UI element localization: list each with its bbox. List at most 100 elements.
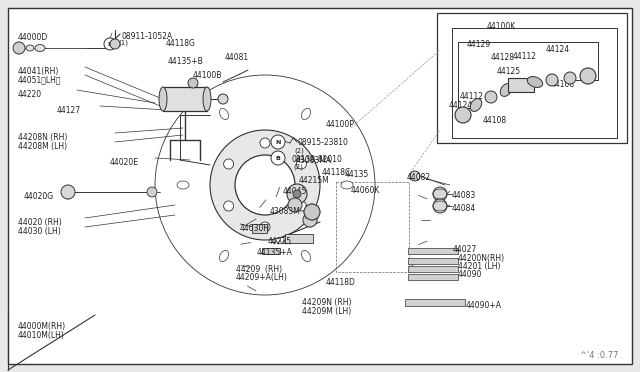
- Text: 44128: 44128: [491, 53, 515, 62]
- Ellipse shape: [500, 84, 512, 96]
- Circle shape: [433, 187, 447, 201]
- Text: 44118D: 44118D: [326, 278, 356, 287]
- Text: 44027: 44027: [453, 245, 477, 254]
- Ellipse shape: [220, 250, 228, 262]
- Bar: [408, 266, 458, 272]
- Text: 08911-1052A: 08911-1052A: [121, 32, 172, 41]
- Circle shape: [485, 91, 497, 103]
- Text: ^'4 :0.77: ^'4 :0.77: [580, 351, 618, 360]
- Circle shape: [140, 60, 390, 310]
- Circle shape: [580, 68, 596, 84]
- Bar: [408, 258, 458, 264]
- Circle shape: [296, 159, 307, 169]
- Circle shape: [260, 138, 270, 148]
- Text: B: B: [276, 155, 280, 160]
- Text: (2): (2): [294, 148, 304, 154]
- Circle shape: [210, 130, 320, 240]
- Text: 44135+A: 44135+A: [257, 248, 293, 257]
- Circle shape: [188, 78, 198, 88]
- Text: 44000M(RH): 44000M(RH): [18, 322, 66, 331]
- Ellipse shape: [159, 87, 167, 111]
- Circle shape: [110, 39, 120, 49]
- Bar: [452, 28, 617, 138]
- Circle shape: [455, 107, 471, 123]
- Circle shape: [296, 201, 307, 211]
- Bar: [508, 78, 534, 92]
- Circle shape: [218, 94, 228, 104]
- Circle shape: [271, 151, 285, 165]
- Ellipse shape: [470, 99, 482, 111]
- Text: 44135+B: 44135+B: [168, 57, 204, 66]
- Text: 44215M: 44215M: [299, 176, 330, 185]
- Circle shape: [546, 74, 558, 86]
- Text: 44081: 44081: [225, 53, 249, 62]
- Circle shape: [433, 199, 447, 213]
- Text: 44125: 44125: [497, 67, 521, 76]
- Text: 44060K: 44060K: [351, 186, 380, 195]
- Bar: [408, 274, 458, 280]
- Circle shape: [147, 187, 157, 197]
- Bar: [405, 299, 465, 306]
- Bar: [437, 13, 627, 143]
- Text: 44100B: 44100B: [193, 71, 222, 80]
- Circle shape: [260, 222, 270, 232]
- Text: 44108: 44108: [483, 116, 507, 125]
- Ellipse shape: [35, 45, 45, 51]
- Text: 44020G: 44020G: [24, 192, 54, 201]
- Text: 44220: 44220: [18, 90, 42, 99]
- Text: 44084: 44084: [452, 204, 476, 213]
- Text: 44082: 44082: [407, 173, 431, 182]
- Circle shape: [235, 155, 295, 215]
- Circle shape: [303, 213, 317, 227]
- Text: 44209N (RH): 44209N (RH): [302, 298, 351, 307]
- Ellipse shape: [220, 108, 228, 119]
- Circle shape: [304, 204, 320, 220]
- Circle shape: [61, 185, 75, 199]
- Text: 44020E: 44020E: [110, 158, 139, 167]
- Text: 44208N (RH): 44208N (RH): [18, 133, 67, 142]
- Circle shape: [287, 184, 307, 204]
- Text: 44209M (LH): 44209M (LH): [302, 307, 351, 316]
- Text: 44201 (LH): 44201 (LH): [458, 262, 500, 271]
- Text: 44030H: 44030H: [240, 224, 270, 233]
- Text: 44135: 44135: [345, 170, 369, 179]
- Text: 44051〈LH〉: 44051〈LH〉: [18, 75, 61, 84]
- Ellipse shape: [203, 87, 211, 111]
- Text: 44118G: 44118G: [166, 39, 196, 48]
- Text: 08130-82010: 08130-82010: [292, 155, 343, 164]
- Text: 44083: 44083: [452, 191, 476, 200]
- Text: 44045: 44045: [283, 187, 307, 196]
- Text: 44129: 44129: [467, 40, 491, 49]
- Text: (1): (1): [118, 40, 128, 46]
- Text: 44200N(RH): 44200N(RH): [458, 254, 505, 263]
- Text: 43083MA: 43083MA: [296, 156, 332, 165]
- Text: N: N: [275, 140, 281, 144]
- Text: 44118C: 44118C: [322, 168, 351, 177]
- Circle shape: [271, 135, 285, 149]
- Ellipse shape: [177, 181, 189, 189]
- Text: 44041(RH): 44041(RH): [18, 67, 60, 76]
- Ellipse shape: [26, 45, 34, 51]
- Text: 44108: 44108: [551, 80, 575, 89]
- Text: 44209+A(LH): 44209+A(LH): [236, 273, 288, 282]
- Text: 44215: 44215: [268, 237, 292, 246]
- Circle shape: [564, 72, 576, 84]
- Bar: [408, 248, 458, 254]
- Ellipse shape: [301, 250, 310, 262]
- Text: 44100P: 44100P: [326, 120, 355, 129]
- Text: N: N: [108, 42, 113, 46]
- Ellipse shape: [527, 77, 543, 87]
- Text: (2): (2): [293, 163, 303, 170]
- Text: 44010M(LH): 44010M(LH): [18, 331, 65, 340]
- Text: 44127: 44127: [57, 106, 81, 115]
- Text: 08915-23810: 08915-23810: [298, 138, 349, 147]
- Text: 44112: 44112: [513, 52, 537, 61]
- Text: 43083M: 43083M: [270, 207, 301, 216]
- Circle shape: [410, 171, 420, 181]
- Bar: [262, 248, 280, 254]
- Circle shape: [13, 42, 25, 54]
- Text: 44209  (RH): 44209 (RH): [236, 265, 282, 274]
- Bar: [252, 224, 267, 233]
- Bar: [336, 182, 409, 272]
- Text: 44208M (LH): 44208M (LH): [18, 142, 67, 151]
